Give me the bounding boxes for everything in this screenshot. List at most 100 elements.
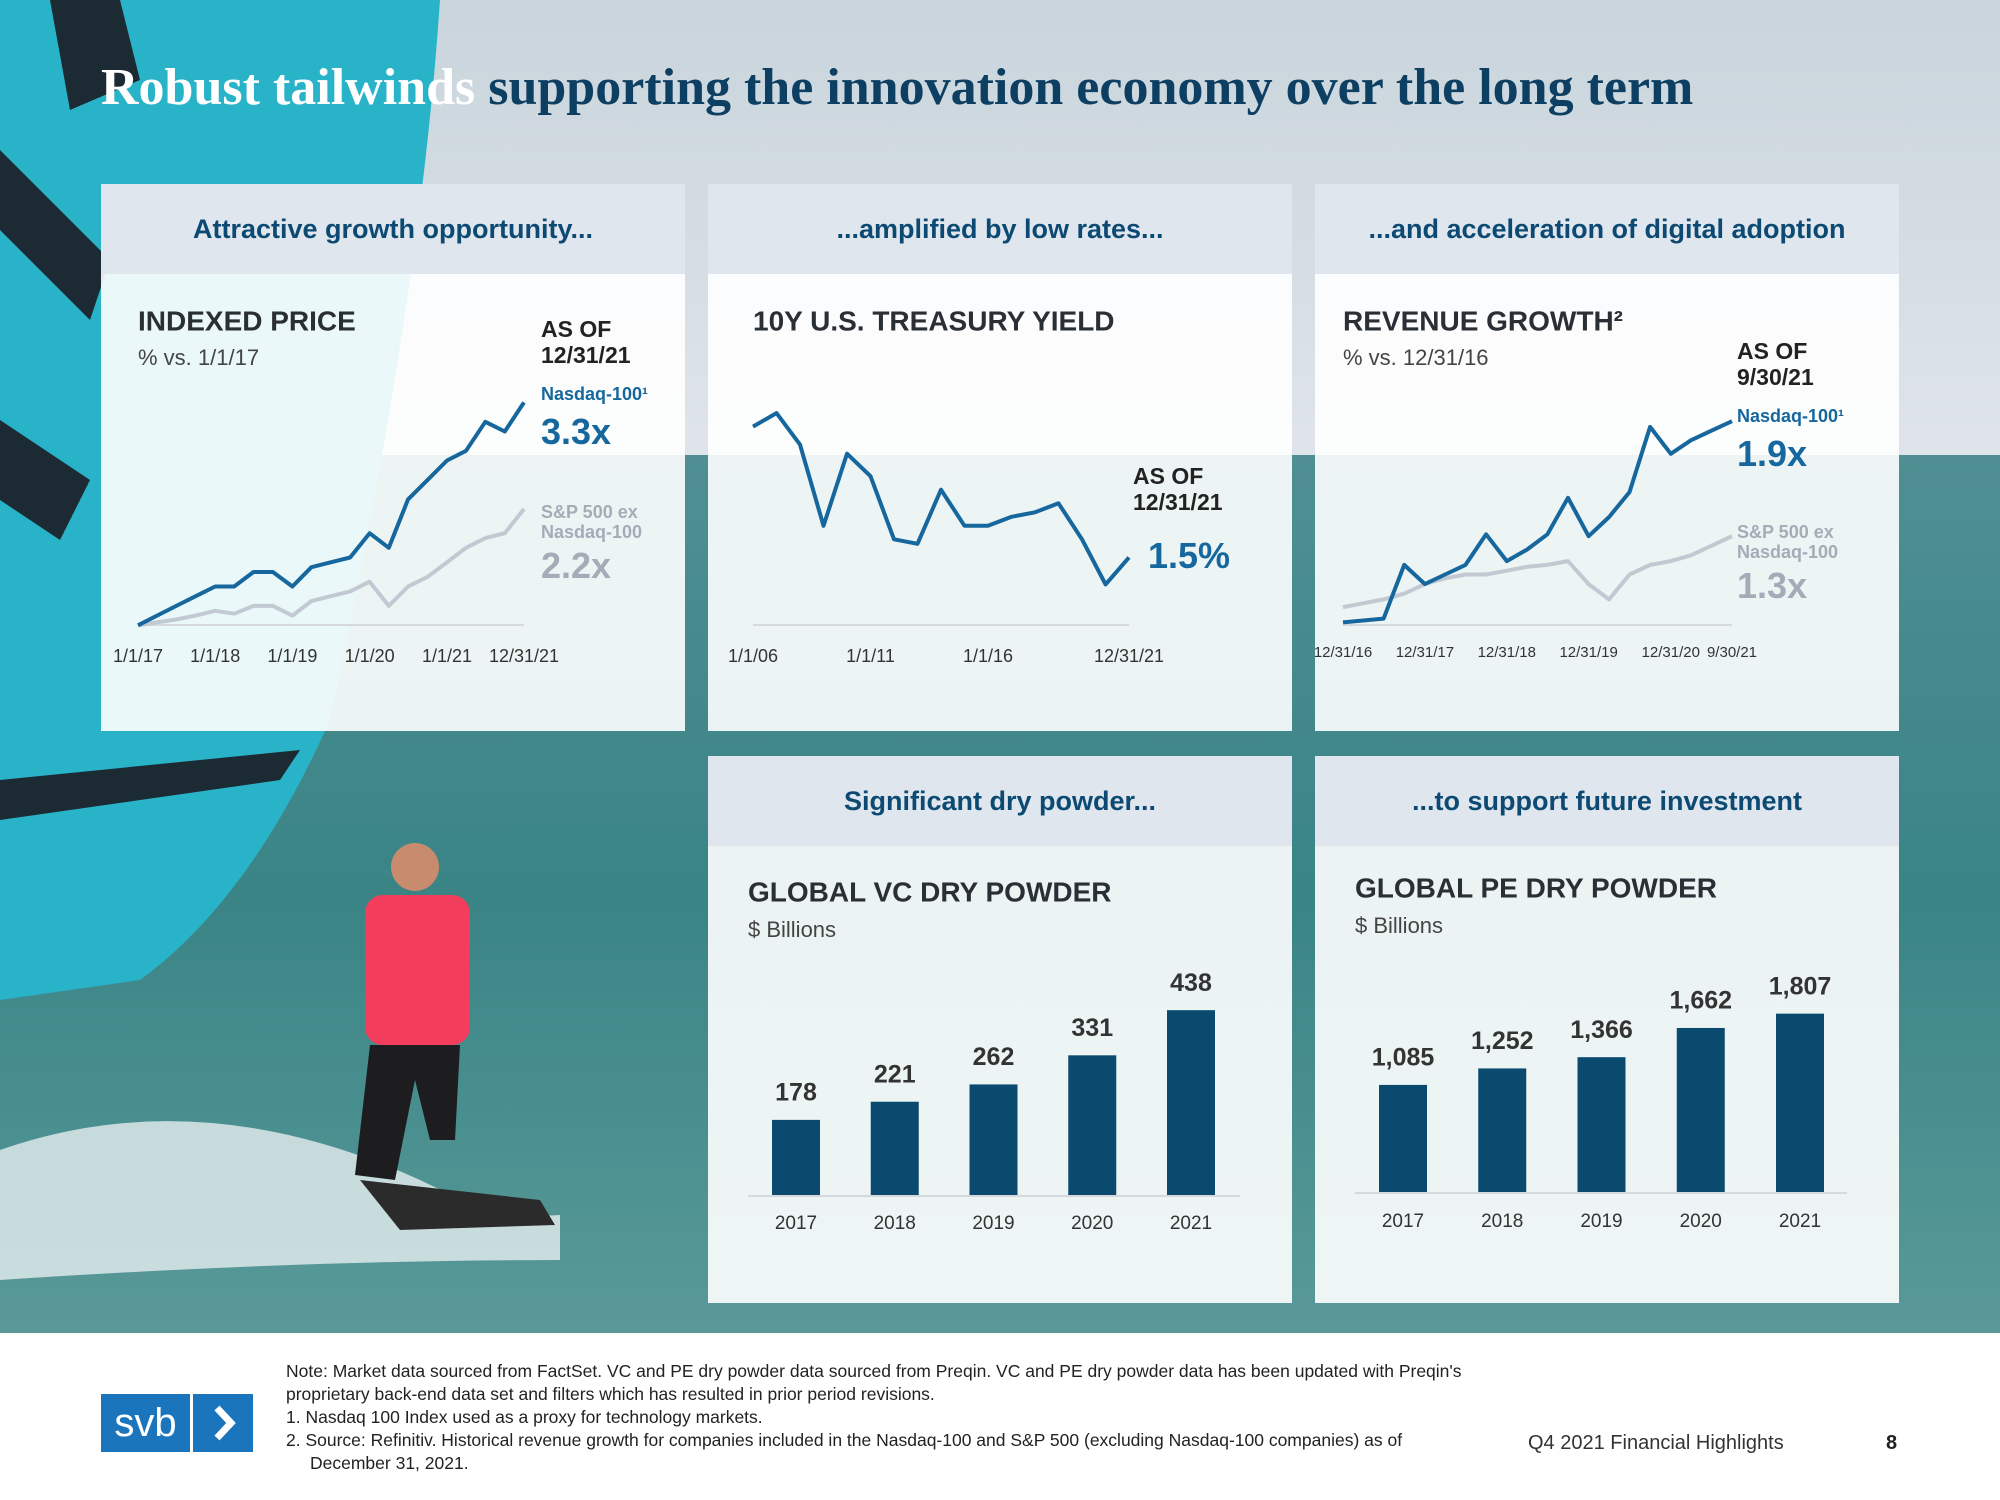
chart: 10Y U.S. TREASURY YIELD 1/1/06 1/1/11 1/1/1… [728,305,1164,666]
x-tick-label: 1/1/20 [345,646,395,666]
page-number: 8 [1886,1432,1898,1454]
value-label: 438 [1170,969,1212,997]
chart-panel: ...amplified by low rates... 10Y U.S. TRE… [708,184,1292,731]
spray [0,1121,560,1280]
chart-panel: ...to support future investment GLOBAL PE… [1315,756,1899,1303]
logo: svb [101,1394,190,1452]
footnotes: 1. Nasdaq 100 Index used as a proxy for … [286,1406,1486,1475]
logo-chevron [193,1394,253,1452]
chart: INDEXED PRICE % vs. 1/1/17 1/1/17 1/1/18 1/1… [113,305,559,666]
panel-heading: Significant dry powder... [708,756,1292,846]
title-rest: supporting the innovation economy over t… [488,59,1694,116]
bar [772,1119,820,1195]
bar [1776,1013,1824,1192]
bar [1577,1057,1626,1192]
value-label: 178 [775,1078,817,1106]
slide-title: Robust tailwinds supporting the innovati… [101,58,1693,117]
x-tick-label: 12/31/17 [1396,644,1454,661]
rider-head [391,843,439,891]
x-tick-label: 9/30/21 [1707,644,1757,661]
x-tick-label: 12/31/21 [1094,646,1164,666]
series-line [137,401,526,628]
kite-stripe [0,0,140,540]
rider-shirt [365,895,470,1045]
bar [1068,1055,1117,1195]
bar [1676,1027,1725,1192]
x-tick-label: 2017 [775,1213,817,1234]
footnote: 2. Source: Refinitiv. Historical revenue… [286,1430,1403,1473]
chart-subtitle: % vs. 1/1/17 [138,345,259,370]
x-tick-label: 2019 [972,1213,1014,1234]
chart-title: GLOBAL VC DRY POWDER [748,876,1112,907]
x-tick-label: 2020 [1680,1211,1722,1232]
chart-subtitle: $ Billions [748,917,836,942]
chart-title: GLOBAL PE DRY POWDER [1355,872,1717,903]
series-line [1342,534,1733,610]
x-tick-label: 1/1/06 [728,646,778,666]
legend-label: Nasdaq-100¹ [541,384,649,404]
chart-subtitle: $ Billions [1355,913,1443,938]
x-tick-label: 2017 [1382,1211,1424,1232]
x-tick-label: 12/31/20 [1642,644,1700,661]
x-tick-label: 2018 [1481,1211,1523,1232]
kite-edge [0,750,300,820]
chart-panel: ...and acceleration of digital adoption R… [1315,184,1899,731]
x-tick-label: 1/1/11 [846,646,895,666]
panel-heading: ...and acceleration of digital adoption [1315,184,1899,274]
x-tick-label: 1/1/18 [190,646,240,666]
value-label: 1,366 [1570,1016,1633,1044]
x-tick-label: 2021 [1170,1213,1212,1234]
bar [969,1084,1018,1195]
end-value-label: 3.3x [541,411,612,452]
end-value-label: 2.2x [541,545,612,586]
bar [1478,1068,1527,1192]
value-label: 221 [874,1060,916,1088]
series-line [752,411,1131,587]
chart: REVENUE GROWTH² % vs. 12/31/16 12/31/16 12/… [1315,305,1757,661]
chart-panel: Attractive growth opportunity... INDEXED … [101,184,685,731]
x-tick-label: 12/31/18 [1478,644,1536,661]
notes: Note: Market data sourced from FactSet. … [286,1360,1486,1475]
footnote: 1. Nasdaq 100 Index used as a proxy for … [286,1407,763,1427]
value-label: 1,085 [1372,1044,1435,1072]
panel-heading: Attractive growth opportunity... [101,184,685,274]
value-label: 1,662 [1669,987,1732,1015]
footer [0,1333,2000,1500]
chart-title: INDEXED PRICE [138,305,356,336]
x-tick-label: 2021 [1779,1211,1821,1232]
chart: GLOBAL VC DRY POWDER $ Billions 178 2017 221… [748,876,1240,1234]
as-of-label: AS OF 12/31/21 [541,316,631,368]
bar [870,1101,919,1195]
deck-name: Q4 2021 Financial Highlights [1528,1432,1784,1454]
title-highlight: Robust tailwinds [101,59,476,116]
chart-title: 10Y U.S. TREASURY YIELD [753,305,1115,336]
legend-label: S&P 500 ex Nasdaq-100 [1737,522,1839,563]
chart-title: REVENUE GROWTH² [1343,305,1623,336]
as-of-label: AS OF 12/31/21 [1133,463,1223,515]
series-line [1342,419,1733,625]
bar [1167,1010,1215,1195]
x-tick-label: 1/1/19 [267,646,317,666]
x-tick-label: 12/31/19 [1559,644,1617,661]
x-tick-label: 1/1/16 [963,646,1013,666]
x-tick-label: 2018 [874,1213,916,1234]
board [360,1180,555,1230]
legend-label: Nasdaq-100¹ [1737,406,1845,426]
x-tick-label: 1/1/21 [422,646,472,666]
legend-label: S&P 500 ex Nasdaq-100 [541,502,643,543]
end-value-label: 1.9x [1737,433,1808,474]
as-of-label: AS OF 9/30/21 [1737,338,1814,390]
note: Note: Market data sourced from FactSet. … [286,1361,1462,1404]
x-tick-label: 12/31/21 [489,646,559,666]
series-line [137,507,526,628]
x-tick-label: 2019 [1580,1211,1622,1232]
panel-heading: ...to support future investment [1315,756,1899,846]
value-label: 262 [973,1043,1015,1071]
chart: GLOBAL PE DRY POWDER $ Billions 1,085 2017 1… [1355,872,1847,1232]
chart-panel: Significant dry powder... GLOBAL VC DRY P… [708,756,1292,1303]
value-label: 1,252 [1471,1027,1534,1055]
chart-subtitle: % vs. 12/31/16 [1343,345,1489,370]
value-label: 1,807 [1769,972,1832,1000]
panel-heading: ...amplified by low rates... [708,184,1292,274]
